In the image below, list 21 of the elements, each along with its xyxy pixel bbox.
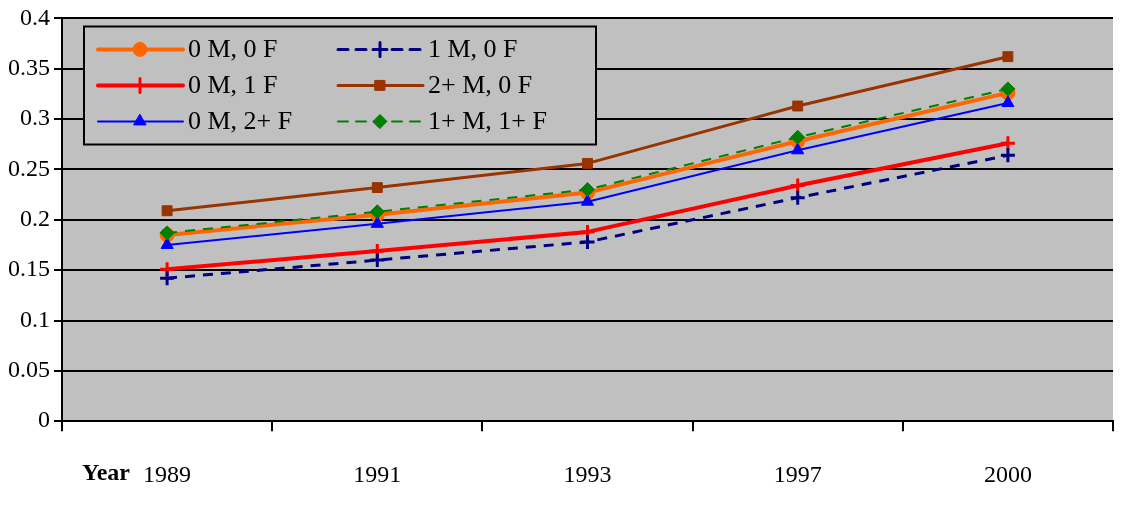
legend-label: 2+ M, 0 F [428,70,533,100]
y-tick-label: 0.25 [8,154,50,181]
x-axis-title: Year [82,459,131,486]
legend-label: 1 M, 0 F [428,34,518,64]
x-tick-label: 1993 [563,460,612,487]
legend-label: 0 M, 0 F [188,34,278,64]
y-tick-label: 0.35 [8,54,50,81]
y-tick-label: 0.2 [20,205,50,232]
y-tick-label: 0.3 [20,104,50,131]
y-tick-label: 0.15 [8,255,50,282]
legend-label: 1+ M, 1+ F [428,106,547,136]
x-tick-label: 2000 [983,460,1032,487]
y-tick-label: 0 [38,406,50,433]
x-tick-label: 1997 [773,460,822,487]
x-tick-label: 1991 [353,460,402,487]
x-tick-label: 1989 [143,460,192,487]
legend-label: 0 M, 2+ F [188,106,293,136]
y-tick-label: 0.4 [20,3,50,30]
legend-label: 0 M, 1 F [188,70,278,100]
y-tick-label: 0.05 [8,356,50,383]
y-tick-label: 0.1 [20,305,50,332]
